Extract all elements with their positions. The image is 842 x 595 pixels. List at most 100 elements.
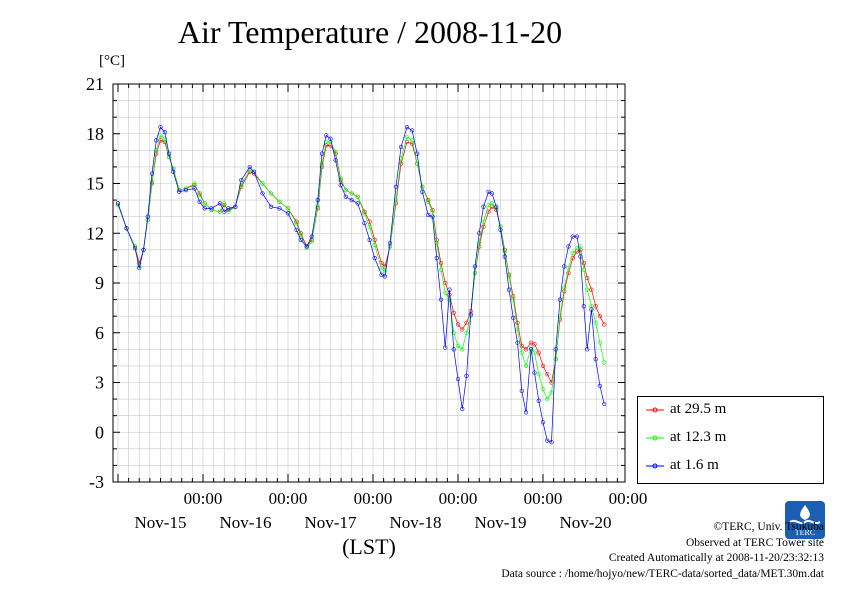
data-point: [494, 204, 499, 209]
data-point: [540, 363, 546, 369]
data-point: [162, 129, 167, 135]
y-tick-label: 3: [95, 373, 104, 393]
data-point: [447, 297, 452, 302]
data-point: [343, 188, 348, 193]
data-point: [315, 204, 320, 209]
data-point: [464, 320, 469, 325]
data-point: [523, 363, 529, 369]
data-point: [511, 315, 516, 320]
data-point: [154, 148, 159, 153]
legend-label-12m: at 12.3 m: [670, 429, 727, 445]
data-point: [528, 340, 534, 345]
data-point: [481, 224, 486, 229]
data-point: [192, 181, 197, 186]
data-point: [277, 206, 282, 211]
data-point: [570, 256, 575, 261]
data-point: [420, 189, 425, 194]
data-point: [115, 201, 121, 206]
data-point: [481, 204, 486, 209]
data-point: [523, 410, 529, 415]
data-point: [597, 314, 603, 319]
y-tick-label: 12: [86, 223, 104, 243]
data-point: [294, 227, 299, 233]
data-point: [438, 261, 444, 266]
data-point: [566, 265, 571, 271]
credit-site: Observed at TERC Tower site: [685, 536, 824, 549]
series-layer: [115, 125, 607, 445]
data-point: [355, 201, 360, 206]
data-point: [486, 189, 491, 194]
data-point: [557, 297, 563, 302]
data-point: [166, 151, 172, 156]
data-point: [519, 350, 524, 355]
data-point: [183, 188, 189, 193]
x-axis-label: (LST): [342, 534, 396, 559]
data-point: [309, 234, 314, 239]
data-point: [115, 202, 121, 208]
data-point: [338, 176, 343, 181]
data-point: [506, 287, 512, 292]
data-point: [404, 134, 410, 140]
data-point: [343, 194, 348, 199]
data-point: [489, 191, 495, 196]
chart-title: Air Temperature / 2008-11-20: [177, 14, 563, 50]
data-point: [502, 249, 507, 254]
data-point: [602, 322, 607, 327]
data-point: [460, 347, 465, 352]
data-point: [455, 343, 461, 349]
data-point: [217, 209, 223, 214]
x-tick-time-label: 00:00: [524, 489, 563, 508]
data-point: [519, 343, 524, 349]
data-point: [589, 287, 594, 292]
data-point: [540, 420, 546, 425]
data-point: [549, 380, 554, 385]
data-point: [498, 227, 503, 233]
data-point: [251, 169, 257, 174]
x-tick-time-label: 00:00: [269, 489, 308, 508]
legend-item-1m: at 1.6 m: [646, 457, 719, 474]
data-point: [443, 345, 448, 350]
data-point: [260, 191, 265, 196]
data-point: [562, 285, 567, 291]
data-point: [367, 237, 372, 242]
data-point: [362, 221, 367, 226]
x-tick-time-label: 00:00: [354, 489, 393, 508]
data-point: [387, 241, 393, 246]
data-point: [209, 206, 214, 211]
data-point: [578, 254, 583, 259]
data-point: [570, 251, 575, 256]
data-point: [154, 138, 159, 143]
data-point: [536, 350, 541, 355]
grid-lines: [113, 84, 625, 482]
data-point: [349, 191, 354, 196]
data-point: [581, 304, 586, 309]
data-point: [410, 138, 415, 143]
data-point: [574, 234, 580, 239]
data-point: [553, 357, 558, 362]
data-point: [464, 330, 469, 335]
data-point: [430, 209, 435, 214]
data-point: [162, 136, 167, 141]
data-point: [455, 322, 461, 327]
data-point: [145, 214, 150, 219]
x-tick-day-label: Nov-20: [560, 513, 612, 532]
data-point: [333, 158, 338, 163]
data-point: [532, 350, 537, 355]
legend-item-12m: at 12.3 m: [646, 429, 726, 446]
data-point: [536, 372, 541, 377]
y-tick-label: 6: [95, 323, 104, 343]
data-point: [486, 202, 491, 208]
data-point: [315, 197, 320, 203]
data-point: [532, 370, 537, 375]
data-point: [519, 388, 524, 393]
data-point: [298, 237, 303, 242]
x-tick-day-label: Nov-17: [305, 513, 357, 532]
series-line-2: [117, 126, 605, 443]
data-point: [324, 133, 329, 138]
data-point: [481, 219, 486, 224]
data-point: [443, 290, 448, 296]
data-point: [468, 312, 473, 317]
data-point: [602, 360, 607, 365]
data-point: [502, 254, 507, 259]
